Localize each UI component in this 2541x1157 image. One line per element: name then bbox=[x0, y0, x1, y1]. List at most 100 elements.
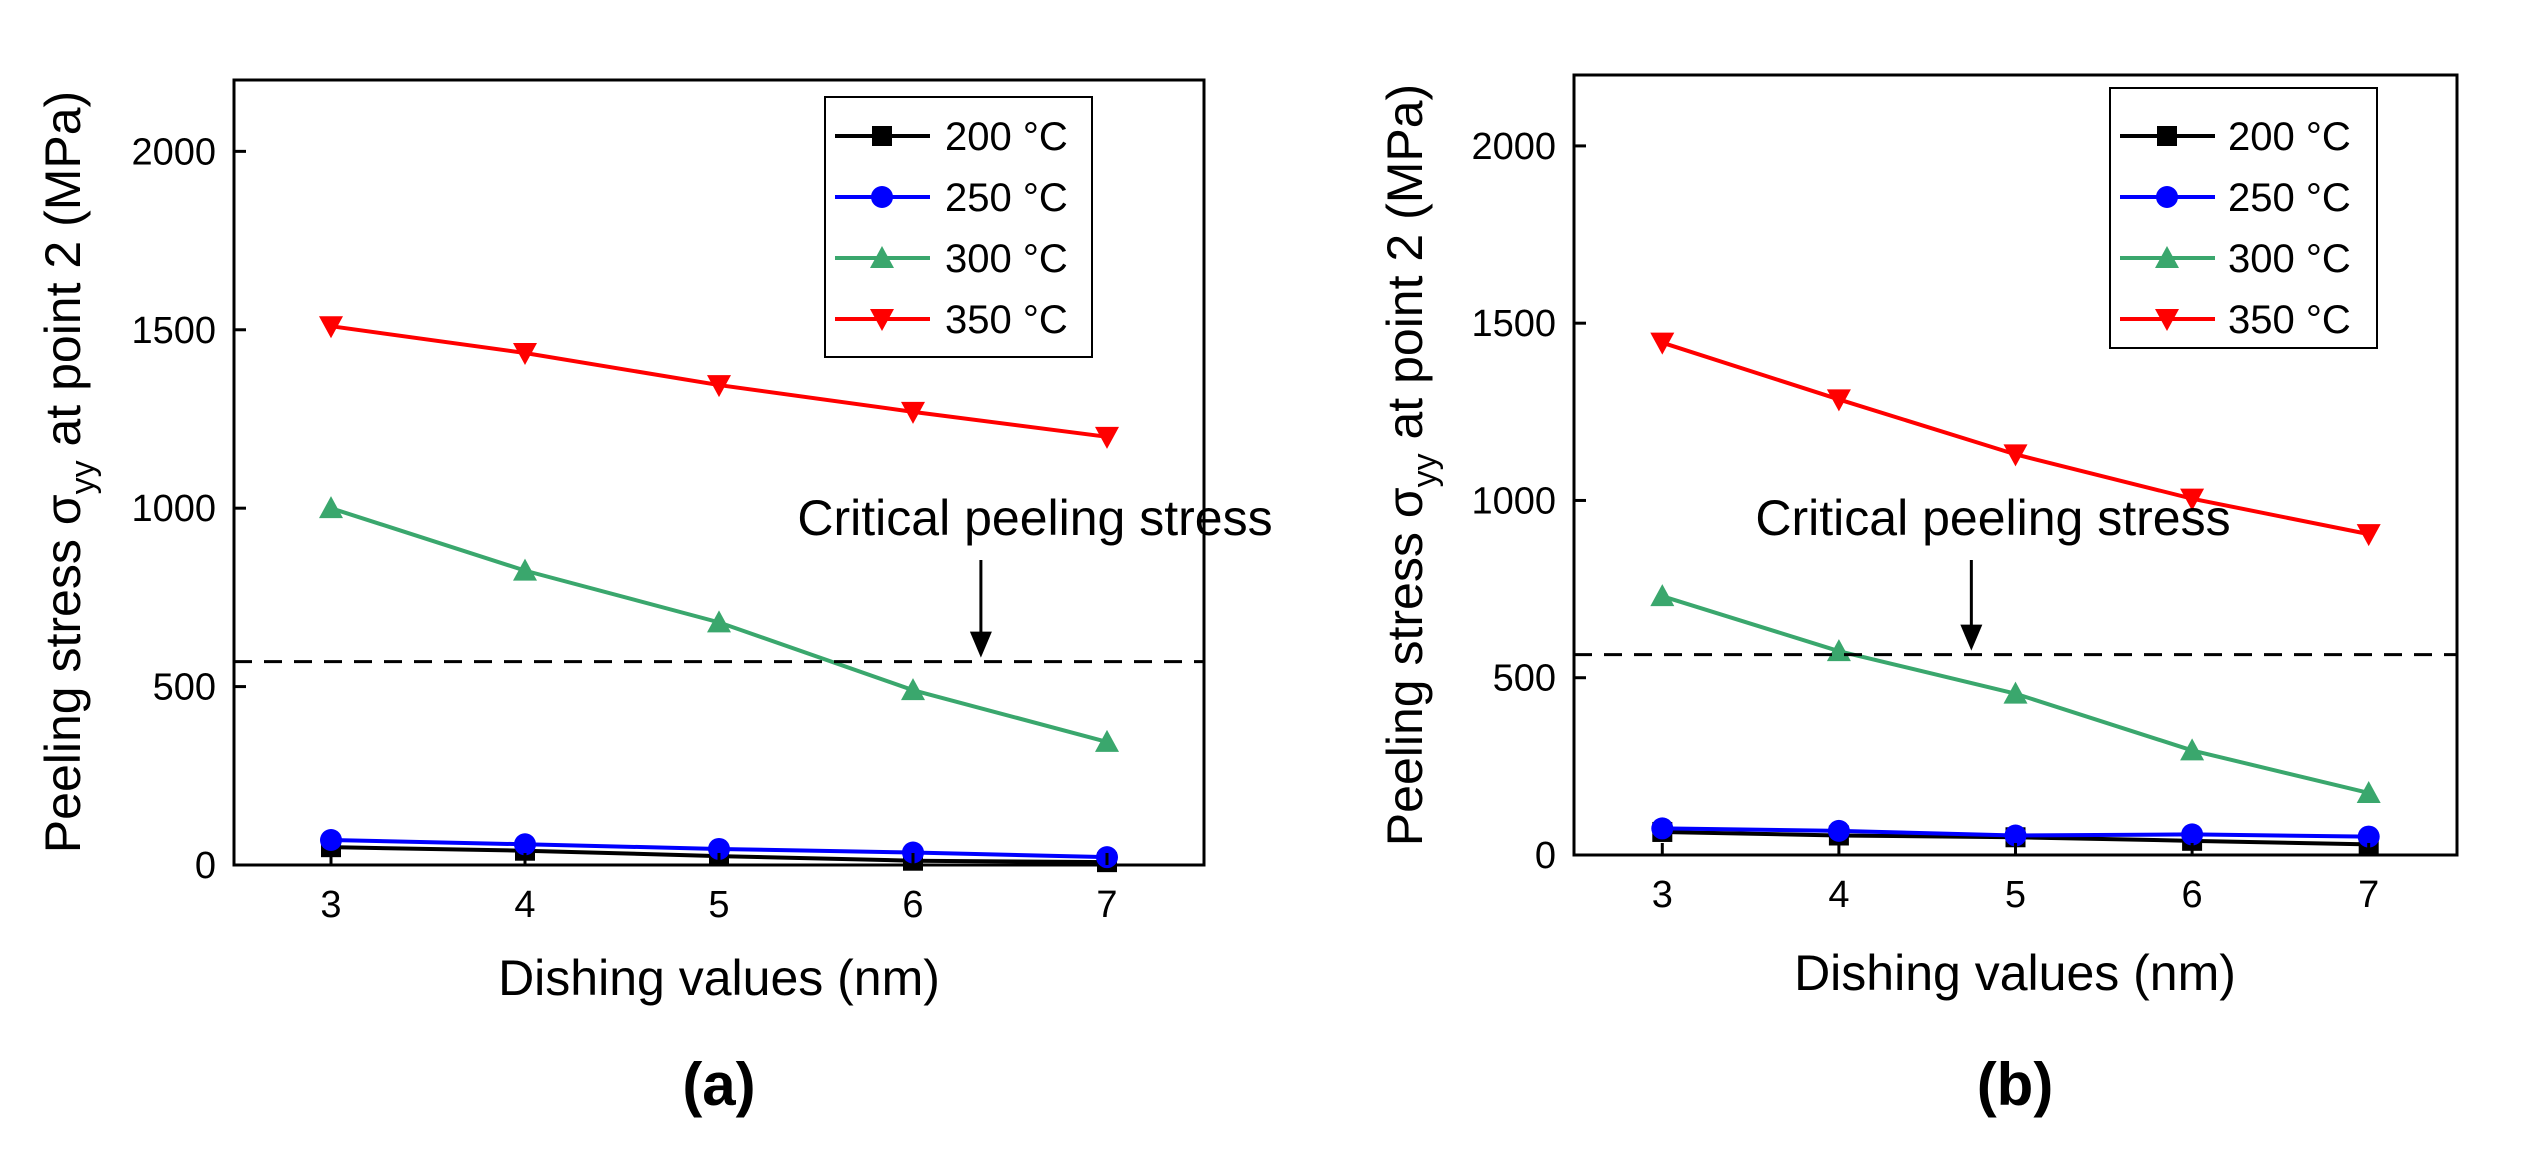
legend-label: 250 °C bbox=[2228, 176, 2351, 220]
legend-label: 350 °C bbox=[945, 298, 1068, 342]
legend-box bbox=[2109, 87, 2378, 349]
critical-arrow-head bbox=[1960, 624, 1983, 651]
x-tick-label: 5 bbox=[708, 884, 729, 926]
x-tick-label: 6 bbox=[2182, 874, 2203, 916]
data-point bbox=[2357, 825, 2380, 848]
data-point bbox=[1827, 819, 1850, 842]
x-tick-label: 6 bbox=[902, 884, 923, 926]
legend-label: 350 °C bbox=[2228, 298, 2351, 342]
y-axis-title-symbol: σ bbox=[35, 494, 91, 525]
data-point bbox=[2181, 823, 2204, 846]
legend-marker bbox=[872, 126, 892, 146]
data-point bbox=[2180, 488, 2205, 511]
legend-marker bbox=[2156, 186, 2178, 208]
legend-label: 300 °C bbox=[2228, 237, 2351, 281]
x-tick-label: 3 bbox=[1652, 874, 1673, 916]
y-axis-title: Peeling stress σyy at point 2 (MPa) bbox=[1377, 84, 1444, 846]
legend-item-300c: 300 °C bbox=[2120, 237, 2351, 281]
x-tick-label: 7 bbox=[2358, 874, 2379, 916]
x-tick-label: 4 bbox=[1828, 874, 1849, 916]
y-axis-title-subscript: yy bbox=[1406, 453, 1444, 487]
y-tick-label: 2000 bbox=[131, 131, 216, 173]
legend: 200 °C 250 °C 300 °C 350 °C bbox=[824, 96, 1093, 358]
data-point bbox=[2356, 524, 2381, 547]
legend-marker bbox=[2157, 126, 2177, 146]
legend-marker bbox=[870, 309, 894, 331]
ticks-layer: 3 4 5 6 7 0 500 1000 1500 2000 bbox=[1471, 126, 2379, 916]
x-tick-label: 5 bbox=[2005, 874, 2026, 916]
data-point bbox=[707, 375, 731, 398]
legend-marker bbox=[2155, 309, 2179, 331]
data-point bbox=[901, 678, 925, 701]
data-point bbox=[1095, 426, 1119, 449]
legend: 200 °C 250 °C 300 °C 350 °C bbox=[2109, 87, 2378, 349]
y-tick-label: 500 bbox=[153, 667, 216, 709]
data-point bbox=[319, 316, 343, 339]
data-point bbox=[1650, 332, 1675, 355]
legend-item-350c: 350 °C bbox=[835, 298, 1068, 342]
data-point bbox=[2004, 824, 2027, 847]
critical-line-group bbox=[234, 560, 1204, 664]
y-tick-label: 1500 bbox=[1471, 303, 1556, 345]
legend-item-250c: 250 °C bbox=[835, 176, 1068, 220]
legend-marker bbox=[870, 246, 894, 268]
y-tick-label: 0 bbox=[195, 845, 216, 887]
y-tick-label: 1500 bbox=[131, 310, 216, 352]
x-tick-label: 7 bbox=[1096, 884, 1117, 926]
data-point bbox=[1095, 729, 1119, 752]
data-point bbox=[901, 401, 925, 424]
legend-marker-shape bbox=[2157, 126, 2177, 146]
legend-marker-shape bbox=[2155, 246, 2179, 268]
data-point bbox=[1651, 817, 1674, 840]
x-axis-title: Dishing values (nm) bbox=[1794, 945, 2236, 1001]
data-point bbox=[2356, 780, 2381, 803]
data-point bbox=[514, 833, 536, 856]
legend-item-200c: 200 °C bbox=[2120, 115, 2351, 159]
panel-label: (a) bbox=[682, 1051, 755, 1118]
y-axis-title: Peeling stress σyy at point 2 (MPa) bbox=[35, 91, 102, 853]
data-point bbox=[319, 496, 343, 519]
y-axis-title-prefix: Peeling stress bbox=[35, 525, 91, 853]
critical-stress-label: Critical peeling stress bbox=[1755, 490, 2230, 546]
legend-marker-shape bbox=[2156, 186, 2178, 208]
x-tick-label: 4 bbox=[514, 884, 535, 926]
series-layer bbox=[1650, 332, 2381, 855]
data-point bbox=[320, 829, 342, 852]
legend-marker-shape bbox=[2155, 309, 2179, 331]
y-axis-title-symbol: σ bbox=[1377, 487, 1433, 518]
data-point bbox=[902, 841, 924, 864]
legend-box bbox=[824, 96, 1093, 358]
panel-label: (b) bbox=[1977, 1051, 2054, 1118]
y-tick-label: 1000 bbox=[1471, 480, 1556, 522]
legend-marker bbox=[2155, 246, 2179, 268]
y-axis-title-prefix: Peeling stress bbox=[1377, 518, 1433, 846]
data-point bbox=[513, 558, 537, 581]
legend-label: 200 °C bbox=[945, 115, 1068, 159]
critical-stress-label: Critical peeling stress bbox=[797, 490, 1272, 546]
y-tick-label: 0 bbox=[1535, 835, 1556, 877]
critical-line-group bbox=[1574, 560, 2457, 657]
series-layer bbox=[319, 316, 1119, 873]
y-tick-label: 1000 bbox=[131, 488, 216, 530]
y-axis-title-suffix: at point 2 (MPa) bbox=[1377, 84, 1433, 454]
x-axis-title: Dishing values (nm) bbox=[498, 950, 940, 1006]
legend-item-200c: 200 °C bbox=[835, 115, 1068, 159]
panel-b: 3 4 5 6 7 0 500 1000 1500 2000 Dishing values (nm… bbox=[1377, 73, 2459, 1118]
y-axis-title-suffix: at point 2 (MPa) bbox=[35, 91, 91, 461]
y-tick-label: 500 bbox=[1493, 658, 1556, 700]
legend-item-300c: 300 °C bbox=[835, 237, 1068, 281]
data-point bbox=[513, 342, 537, 365]
ticks-layer: 3 4 5 6 7 0 500 1000 1500 2000 bbox=[131, 131, 1117, 926]
data-point bbox=[708, 837, 730, 860]
legend-label: 200 °C bbox=[2228, 115, 2351, 159]
legend-marker-shape bbox=[870, 309, 894, 331]
y-tick-label: 2000 bbox=[1471, 126, 1556, 168]
legend-marker-shape bbox=[872, 126, 892, 146]
legend-marker-shape bbox=[870, 246, 894, 268]
legend-item-350c: 350 °C bbox=[2120, 298, 2351, 342]
y-axis-title-subscript: yy bbox=[64, 460, 102, 494]
legend-marker-shape bbox=[871, 186, 893, 208]
legend-item-250c: 250 °C bbox=[2120, 176, 2351, 220]
